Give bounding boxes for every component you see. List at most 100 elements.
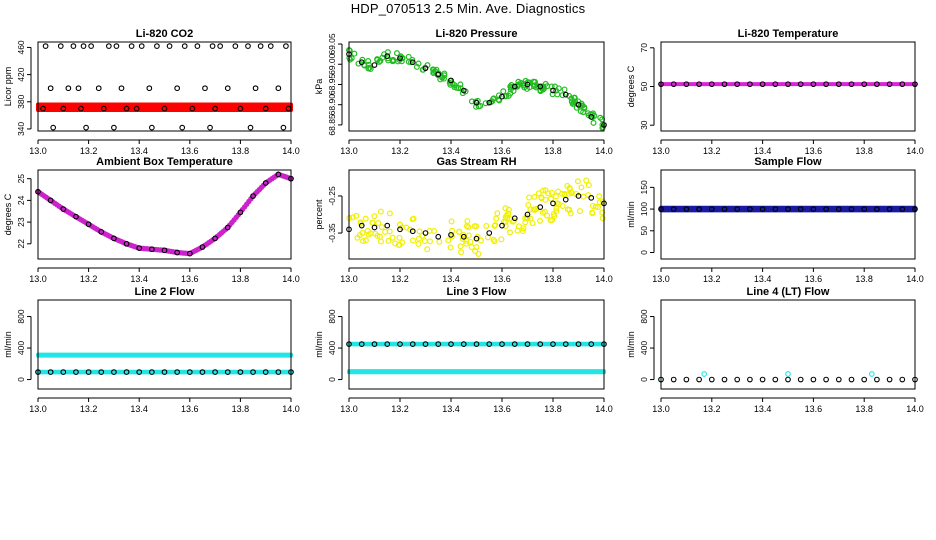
x-tick-label: 13.0 bbox=[340, 146, 358, 156]
raw-point bbox=[364, 227, 371, 234]
raw-point bbox=[491, 238, 498, 245]
y-axis-label: ml/min bbox=[626, 331, 636, 358]
data-point bbox=[40, 105, 46, 112]
data-point bbox=[575, 101, 582, 108]
raw-point bbox=[393, 50, 400, 57]
x-axis: 13.0 13.2 13.4 13.6 13.8 14.0 bbox=[340, 397, 613, 414]
data-point bbox=[232, 43, 239, 49]
data-point bbox=[460, 87, 467, 94]
raw-point bbox=[360, 238, 367, 245]
raw-point bbox=[445, 237, 452, 244]
data-point bbox=[138, 43, 145, 49]
chart-title: Gas Stream RH bbox=[436, 156, 516, 168]
data-point bbox=[60, 206, 67, 212]
raw-point bbox=[441, 70, 448, 77]
raw-point bbox=[459, 90, 466, 97]
data-point bbox=[111, 124, 117, 131]
raw-point bbox=[447, 244, 454, 251]
series-averages bbox=[35, 171, 294, 257]
raw-point bbox=[367, 65, 374, 72]
y-tick-label: 50 bbox=[639, 226, 649, 236]
raw-point bbox=[416, 228, 423, 235]
data-point bbox=[460, 341, 467, 347]
data-point bbox=[384, 222, 391, 229]
raw-point bbox=[392, 240, 399, 247]
raw-point bbox=[596, 193, 603, 200]
data-point bbox=[772, 206, 779, 212]
data-point bbox=[212, 105, 218, 112]
data-point bbox=[886, 206, 893, 212]
data-point bbox=[207, 124, 213, 131]
raw-point bbox=[575, 98, 582, 105]
data-point bbox=[785, 206, 791, 212]
data-point bbox=[136, 369, 143, 375]
series-band bbox=[659, 82, 917, 87]
data-point bbox=[670, 376, 677, 383]
raw-point bbox=[463, 223, 470, 230]
data-point bbox=[670, 206, 677, 212]
data-point bbox=[435, 233, 442, 240]
data-point bbox=[65, 85, 72, 92]
x-tick-label: 13.2 bbox=[80, 274, 98, 284]
data-point bbox=[189, 105, 196, 112]
raw-point bbox=[493, 215, 500, 222]
raw-point bbox=[553, 193, 560, 200]
data-point bbox=[161, 247, 168, 254]
raw-point bbox=[384, 49, 391, 56]
data-point bbox=[708, 81, 715, 88]
data-point bbox=[199, 369, 206, 375]
x-axis: 13.0 13.2 13.4 13.6 13.8 14.0 bbox=[340, 139, 613, 156]
x-tick-label: 13.0 bbox=[340, 274, 358, 284]
data-point bbox=[868, 371, 875, 377]
data-point bbox=[275, 85, 282, 92]
data-point bbox=[358, 341, 365, 347]
data-point bbox=[708, 376, 715, 383]
data-point bbox=[823, 206, 829, 212]
y-tick-label: 50 bbox=[639, 82, 649, 92]
raw-point bbox=[539, 209, 546, 216]
raw-point bbox=[464, 218, 471, 225]
raw-point bbox=[527, 215, 534, 222]
series-raw-low bbox=[36, 369, 293, 375]
y-tick-label: 0 bbox=[327, 377, 337, 382]
data-point bbox=[262, 180, 269, 186]
raw-point bbox=[576, 208, 583, 215]
raw-point bbox=[386, 210, 393, 217]
raw-point bbox=[359, 229, 366, 236]
data-point bbox=[772, 81, 779, 88]
raw-point bbox=[523, 214, 530, 221]
data-point bbox=[835, 206, 842, 212]
y-axis-label: ml/min bbox=[3, 331, 13, 358]
chart-title: Li-820 Pressure bbox=[436, 28, 518, 40]
data-point bbox=[486, 99, 493, 106]
chart-title: Li-820 Temperature bbox=[738, 28, 839, 40]
raw-point bbox=[490, 95, 497, 102]
data-point bbox=[78, 105, 84, 112]
x-tick-label: 14.0 bbox=[906, 146, 924, 156]
data-point bbox=[537, 83, 544, 90]
chart-title: Line 4 (LT) Flow bbox=[747, 286, 830, 298]
y-axis-label: Licor ppm bbox=[3, 67, 13, 107]
chart-title: Line 3 Flow bbox=[447, 286, 507, 298]
y-tick-label: 380 bbox=[16, 94, 26, 108]
raw-point bbox=[537, 87, 544, 94]
raw-point bbox=[585, 182, 592, 189]
data-point bbox=[759, 206, 766, 212]
data-point bbox=[212, 369, 218, 375]
data-point bbox=[257, 43, 264, 49]
x-axis: 13.0 13.2 13.4 13.6 13.8 14.0 bbox=[652, 397, 924, 414]
x-tick-label: 13.4 bbox=[130, 274, 148, 284]
raw-point bbox=[386, 228, 393, 235]
data-point bbox=[861, 81, 868, 88]
raw-point bbox=[547, 195, 554, 202]
x-tick-label: 14.0 bbox=[906, 274, 924, 284]
data-point bbox=[848, 376, 855, 383]
raw-point bbox=[540, 83, 547, 90]
data-point bbox=[721, 206, 728, 212]
data-point bbox=[810, 206, 817, 212]
data-point bbox=[47, 369, 54, 375]
data-point bbox=[422, 230, 429, 236]
raw-point bbox=[547, 217, 554, 224]
data-point bbox=[848, 81, 855, 88]
